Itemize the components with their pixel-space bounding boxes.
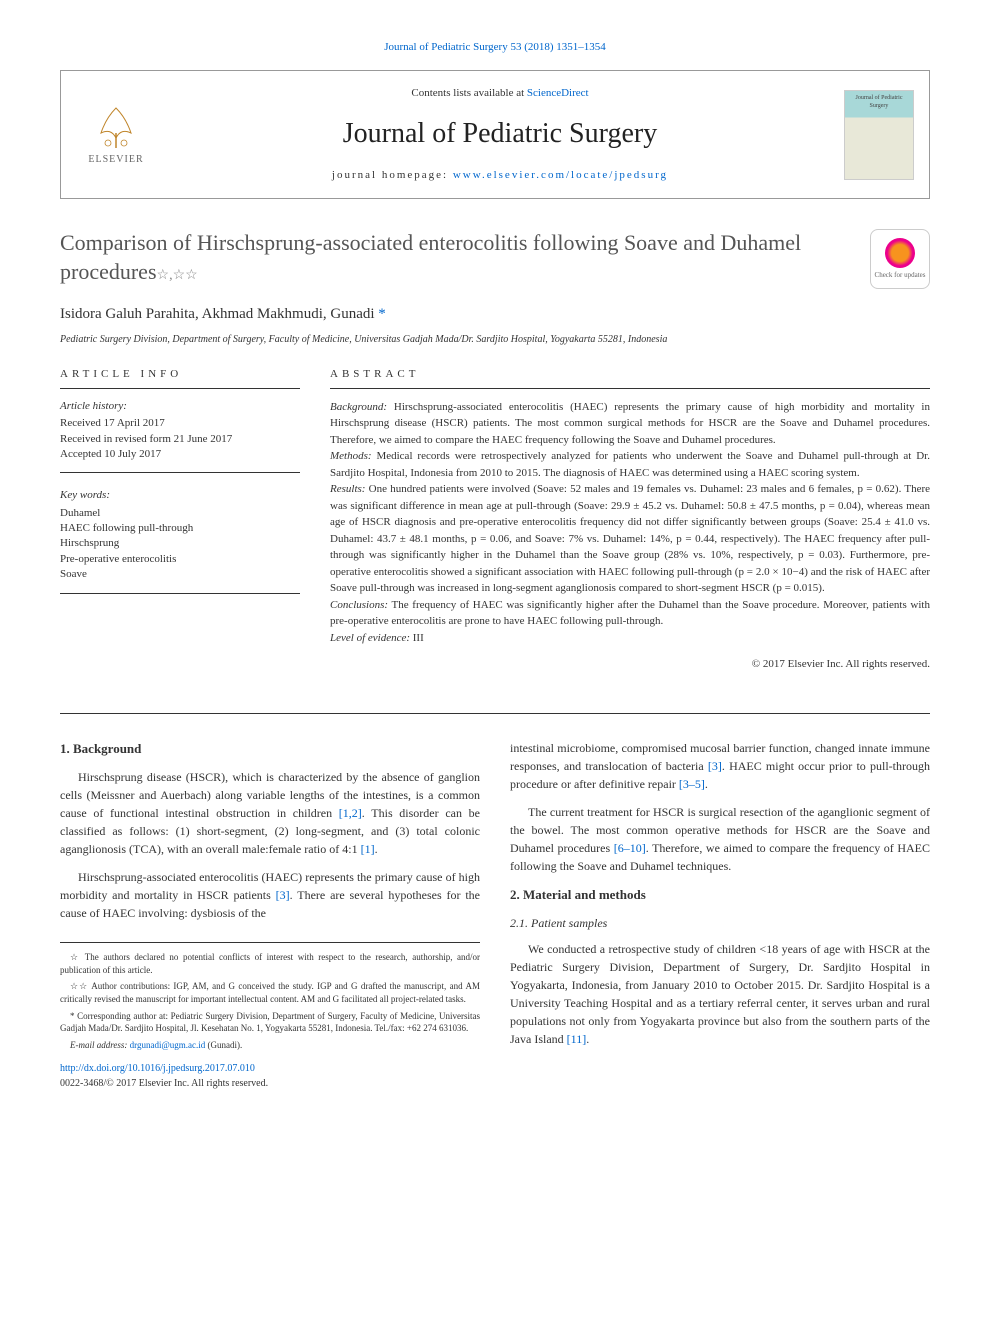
abstract-copyright: © 2017 Elsevier Inc. All rights reserved… [330, 656, 930, 673]
keyword: Pre-operative enterocolitis [60, 552, 300, 567]
keyword: HAEC following pull-through [60, 521, 300, 536]
check-updates-label: Check for updates [875, 271, 926, 281]
received-date: Received 17 April 2017 [60, 416, 300, 431]
body-paragraph: Hirschsprung-associated enterocolitis (H… [60, 868, 480, 922]
doi-link[interactable]: http://dx.doi.org/10.1016/j.jpedsurg.201… [60, 1063, 255, 1074]
crossmark-icon [885, 238, 915, 268]
article-info-col: ARTICLE INFO Article history: Received 1… [60, 367, 300, 672]
footnote-conflicts: ☆ The authors declared no potential conf… [60, 951, 480, 976]
title-footnote-symbols: ☆,☆☆ [157, 268, 198, 283]
journal-homepage: journal homepage: www.elsevier.com/locat… [156, 168, 844, 183]
homepage-link[interactable]: www.elsevier.com/locate/jpedsurg [453, 169, 668, 181]
body-columns: 1. Background Hirschsprung disease (HSCR… [60, 739, 930, 1092]
background-text: Hirschsprung-associated enterocolitis (H… [330, 401, 930, 446]
keyword: Duhamel [60, 506, 300, 521]
conclusions-text: The frequency of HAEC was significantly … [330, 599, 930, 628]
right-column: intestinal microbiome, compromised mucos… [510, 739, 930, 1092]
keyword: Soave [60, 567, 300, 582]
body-paragraph: The current treatment for HSCR is surgic… [510, 803, 930, 875]
top-citation-link[interactable]: Journal of Pediatric Surgery 53 (2018) 1… [384, 41, 606, 53]
level-text: III [410, 632, 424, 644]
sciencedirect-link[interactable]: ScienceDirect [527, 87, 589, 99]
check-updates-badge[interactable]: Check for updates [870, 229, 930, 289]
ref-link[interactable]: [11] [567, 1032, 587, 1046]
keyword: Hirschsprung [60, 536, 300, 551]
journal-name: Journal of Pediatric Surgery [156, 114, 844, 153]
cover-text: Journal of Pediatric Surgery [848, 94, 910, 111]
corresponding-symbol: * [378, 306, 386, 322]
level-label: Level of evidence: [330, 632, 410, 644]
article-history-block: Article history: Received 17 April 2017 … [60, 399, 300, 474]
ref-link[interactable]: [3–5] [679, 777, 705, 791]
footnote-corresponding: * Corresponding author at: Pediatric Sur… [60, 1010, 480, 1035]
article-info-heading: ARTICLE INFO [60, 367, 300, 388]
email-link[interactable]: drgunadi@ugm.ac.id [130, 1040, 206, 1050]
keywords-label: Key words: [60, 488, 300, 503]
methods-heading: 2. Material and methods [510, 885, 930, 905]
revised-date: Received in revised form 21 June 2017 [60, 432, 300, 447]
section-divider [60, 713, 930, 714]
accepted-date: Accepted 10 July 2017 [60, 447, 300, 462]
keywords-block: Key words: Duhamel HAEC following pull-t… [60, 488, 300, 593]
journal-cover-thumbnail: Journal of Pediatric Surgery [844, 90, 914, 180]
ref-link[interactable]: [1,2] [339, 806, 362, 820]
authors-line: Isidora Galuh Parahita, Akhmad Makhmudi,… [60, 304, 930, 325]
doi-line: http://dx.doi.org/10.1016/j.jpedsurg.201… [60, 1061, 480, 1091]
results-label: Results: [330, 483, 365, 495]
homepage-prefix: journal homepage: [332, 169, 453, 181]
methods-text: Medical records were retrospectively ana… [330, 450, 930, 479]
results-text: One hundred patients were involved (Soav… [330, 483, 930, 594]
header-center: Contents lists available at ScienceDirec… [156, 86, 844, 183]
issn-copyright: 0022-3468/© 2017 Elsevier Inc. All right… [60, 1078, 268, 1089]
patient-samples-subheading: 2.1. Patient samples [510, 914, 930, 932]
para-text: . [705, 777, 708, 791]
abstract-text: Background: Hirschsprung-associated ente… [330, 399, 930, 673]
top-citation: Journal of Pediatric Surgery 53 (2018) 1… [60, 40, 930, 55]
elsevier-label: ELSEVIER [88, 153, 143, 167]
contents-line: Contents lists available at ScienceDirec… [156, 86, 844, 101]
elsevier-tree-icon [86, 103, 146, 153]
journal-header-box: ELSEVIER Contents lists available at Sci… [60, 70, 930, 199]
background-heading: 1. Background [60, 739, 480, 759]
contents-prefix: Contents lists available at [411, 87, 526, 99]
email-label: E-mail address: [70, 1040, 130, 1050]
para-text: We conducted a retrospective study of ch… [510, 942, 930, 1046]
abstract-col: ABSTRACT Background: Hirschsprung-associ… [330, 367, 930, 672]
ref-link[interactable]: [1] [361, 842, 375, 856]
affiliation: Pediatric Surgery Division, Department o… [60, 333, 930, 347]
para-text: . [586, 1032, 589, 1046]
footnote-email: E-mail address: drgunadi@ugm.ac.id (Guna… [60, 1039, 480, 1052]
ref-link[interactable]: [3] [276, 888, 290, 902]
footnotes: ☆ The authors declared no potential conf… [60, 942, 480, 1051]
conclusions-label: Conclusions: [330, 599, 388, 611]
para-text: . [375, 842, 378, 856]
methods-label: Methods: [330, 450, 372, 462]
email-suffix: (Gunadi). [205, 1040, 242, 1050]
body-paragraph: Hirschsprung disease (HSCR), which is ch… [60, 768, 480, 858]
ref-link[interactable]: [6–10] [614, 841, 646, 855]
elsevier-logo: ELSEVIER [76, 95, 156, 175]
article-title: Comparison of Hirschsprung-associated en… [60, 229, 870, 286]
left-column: 1. Background Hirschsprung disease (HSCR… [60, 739, 480, 1092]
background-label: Background: [330, 401, 387, 413]
history-label: Article history: [60, 399, 300, 414]
footnote-contributions: ☆☆ Author contributions: IGP, AM, and G … [60, 980, 480, 1005]
ref-link[interactable]: [3] [708, 759, 722, 773]
abstract-heading: ABSTRACT [330, 367, 930, 388]
authors-text: Isidora Galuh Parahita, Akhmad Makhmudi,… [60, 306, 378, 322]
body-paragraph: We conducted a retrospective study of ch… [510, 940, 930, 1048]
body-paragraph: intestinal microbiome, compromised mucos… [510, 739, 930, 793]
